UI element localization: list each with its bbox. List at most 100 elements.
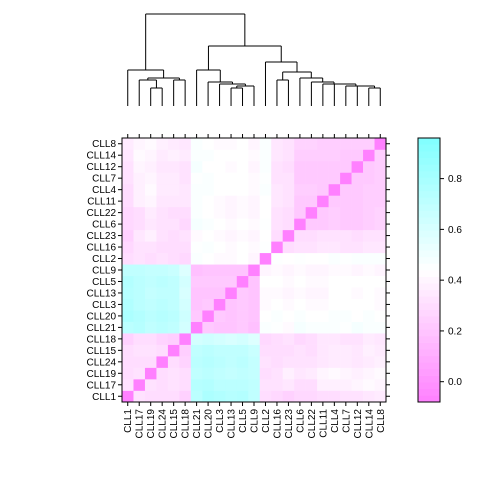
- heatmap-cell-CLL2-CLL8: [374, 252, 387, 265]
- heatmap-cell-CLL2-CLL16: [271, 252, 283, 265]
- heatmap-cell-CLL11-CLL1: [122, 195, 134, 208]
- heatmap-cell-CLL12-CLL8: [374, 160, 387, 173]
- heatmap-cell-CLL11-CLL18: [179, 195, 192, 208]
- heatmap-cell-CLL22-CLL9: [248, 206, 261, 219]
- heatmap-cell-CLL18-CLL23: [282, 333, 295, 345]
- color-key-tick-label: 0.6: [448, 225, 462, 236]
- heatmap-cell-CLL16-CLL8: [374, 241, 387, 254]
- heatmap-cell-CLL22-CLL2: [259, 206, 272, 219]
- color-key-swatch: [418, 375, 440, 383]
- row-label: CLL11: [87, 197, 116, 208]
- heatmap-cell-CLL9-CLL21: [190, 264, 203, 277]
- color-key-frame: [417, 137, 441, 403]
- heatmap-cell-CLL14-CLL13: [225, 149, 238, 162]
- heatmap-cell-CLL17-CLL5: [236, 379, 249, 391]
- heatmap-cell-CLL16-CLL18: [179, 241, 192, 254]
- heatmap-cell-CLL17-CLL12: [351, 379, 364, 391]
- row-label: CLL14: [87, 151, 117, 162]
- heatmap-cell-CLL6-CLL23: [282, 218, 295, 231]
- heatmap-cell-CLL4-CLL12: [351, 183, 364, 196]
- heatmap-cell-CLL20-CLL4: [328, 310, 341, 322]
- heatmap-cell-CLL11-CLL5: [236, 195, 249, 208]
- heatmap-cell-CLL22-CLL8: [374, 206, 387, 219]
- heatmap-cell-CLL12-CLL1: [122, 160, 134, 173]
- color-key-swatch: [418, 230, 440, 238]
- heatmap-cell-CLL24-CLL6: [294, 356, 306, 368]
- heatmap-cell-CLL18-CLL4: [328, 333, 341, 345]
- heatmap-cell-CLL20-CLL6: [294, 310, 306, 322]
- heatmap-cell-CLL13-CLL12: [351, 287, 364, 299]
- color-key-swatch: [418, 190, 440, 198]
- heatmap-cell-CLL11-CLL7: [340, 195, 352, 208]
- color-key-tick-label: 0.0: [448, 377, 462, 388]
- heatmap-cell-CLL17-CLL19: [144, 379, 157, 391]
- color-key-tick-label: 0.8: [448, 174, 462, 185]
- heatmap-cell-CLL7-CLL21: [190, 172, 203, 185]
- heatmap-cell-CLL23-CLL9: [248, 229, 261, 242]
- heatmap-cell-CLL9-CLL5: [236, 264, 249, 277]
- heatmap-cell-CLL12-CLL22: [305, 160, 318, 173]
- color-key-swatch: [418, 184, 440, 192]
- heatmap-cell-CLL13-CLL16: [271, 287, 283, 299]
- heatmap-cell-CLL18-CLL13: [225, 333, 238, 345]
- heatmap-cell-CLL13-CLL22: [305, 287, 318, 299]
- heatmap-cell-CLL2-CLL19: [144, 252, 157, 265]
- heatmap-cell-CLL2-CLL3: [213, 252, 226, 265]
- color-key-swatch: [418, 349, 440, 357]
- heatmap-cell-CLL11-CLL17: [133, 195, 146, 208]
- heatmap-cell-CLL21-CLL14: [363, 321, 375, 334]
- column-label: CLL6: [295, 409, 306, 433]
- heatmap-cell-CLL4-CLL24: [156, 183, 169, 196]
- column-label: CLL2: [261, 409, 272, 433]
- heatmap-cell-CLL15-CLL7: [340, 344, 352, 357]
- heatmap-cell-CLL8-CLL15: [167, 138, 180, 150]
- heatmap-cell-CLL2-CLL23: [282, 252, 295, 265]
- heatmap-cell-CLL4-CLL8: [374, 183, 387, 196]
- heatmap-cell-CLL15-CLL24: [156, 344, 169, 357]
- heatmap-cell-CLL20-CLL21: [190, 310, 203, 322]
- heatmap-cell-CLL12-CLL23: [282, 160, 295, 173]
- heatmap-cell-CLL7-CLL19: [144, 172, 157, 185]
- heatmap-cell-CLL16-CLL3: [213, 241, 226, 254]
- heatmap-cell-CLL18-CLL17: [133, 333, 146, 345]
- column-label: CLL13: [227, 409, 238, 439]
- color-key-swatch: [418, 151, 440, 159]
- heatmap-cell-CLL11-CLL24: [156, 195, 169, 208]
- heatmap-cell-CLL9-CLL2: [259, 264, 272, 277]
- heatmap-cell-CLL14-CLL17: [133, 149, 146, 162]
- heatmap-cell-CLL21-CLL22: [305, 321, 318, 334]
- heatmap-cell-CLL9-CLL8: [374, 264, 387, 277]
- color-key-swatch: [418, 250, 440, 258]
- heatmap-cell-CLL19-CLL4: [328, 367, 341, 380]
- heatmap-cell-CLL3-CLL7: [340, 298, 352, 311]
- heatmap-cell-CLL15-CLL20: [202, 344, 215, 357]
- heatmap-cell-CLL18-CLL15: [167, 333, 180, 345]
- heatmap-cell-CLL16-CLL16: [271, 241, 283, 254]
- heatmap-cell-CLL22-CLL11: [317, 206, 329, 219]
- color-key-swatch: [418, 223, 440, 231]
- heatmap-cell-CLL14-CLL7: [340, 149, 352, 162]
- heatmap-cell-CLL19-CLL13: [225, 367, 238, 380]
- heatmap-cell-CLL16-CLL14: [363, 241, 375, 254]
- heatmap-cell-CLL21-CLL11: [317, 321, 329, 334]
- heatmap-cell-CLL20-CLL1: [122, 310, 134, 322]
- heatmap-cell-CLL8-CLL8: [374, 138, 387, 150]
- heatmap-cell-CLL1-CLL11: [317, 390, 329, 403]
- heatmap-cell-CLL6-CLL20: [202, 218, 215, 231]
- heatmap-cell-CLL1-CLL2: [259, 390, 272, 403]
- color-key-swatch: [418, 369, 440, 376]
- heatmap-cell-CLL13-CLL5: [236, 287, 249, 299]
- heatmap-cell-CLL16-CLL20: [202, 241, 215, 254]
- heatmap-cell-CLL19-CLL7: [340, 367, 352, 380]
- heatmap-cell-CLL16-CLL21: [190, 241, 203, 254]
- heatmap-cell-CLL17-CLL24: [156, 379, 169, 391]
- heatmap-cell-CLL7-CLL14: [363, 172, 375, 185]
- heatmap-cell-CLL6-CLL5: [236, 218, 249, 231]
- heatmap-cell-CLL21-CLL1: [122, 321, 134, 334]
- heatmap-cell-CLL16-CLL22: [305, 241, 318, 254]
- heatmap-cell-CLL11-CLL12: [351, 195, 364, 208]
- heatmap-cell-CLL22-CLL14: [363, 206, 375, 219]
- heatmap-cell-CLL12-CLL24: [156, 160, 169, 173]
- row-label: CLL16: [87, 243, 117, 254]
- heatmap-cell-CLL7-CLL22: [305, 172, 318, 185]
